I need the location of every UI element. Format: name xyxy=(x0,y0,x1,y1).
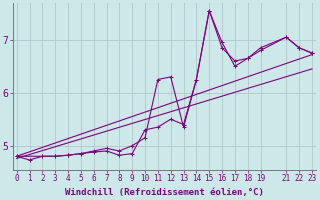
X-axis label: Windchill (Refroidissement éolien,°C): Windchill (Refroidissement éolien,°C) xyxy=(65,188,264,197)
